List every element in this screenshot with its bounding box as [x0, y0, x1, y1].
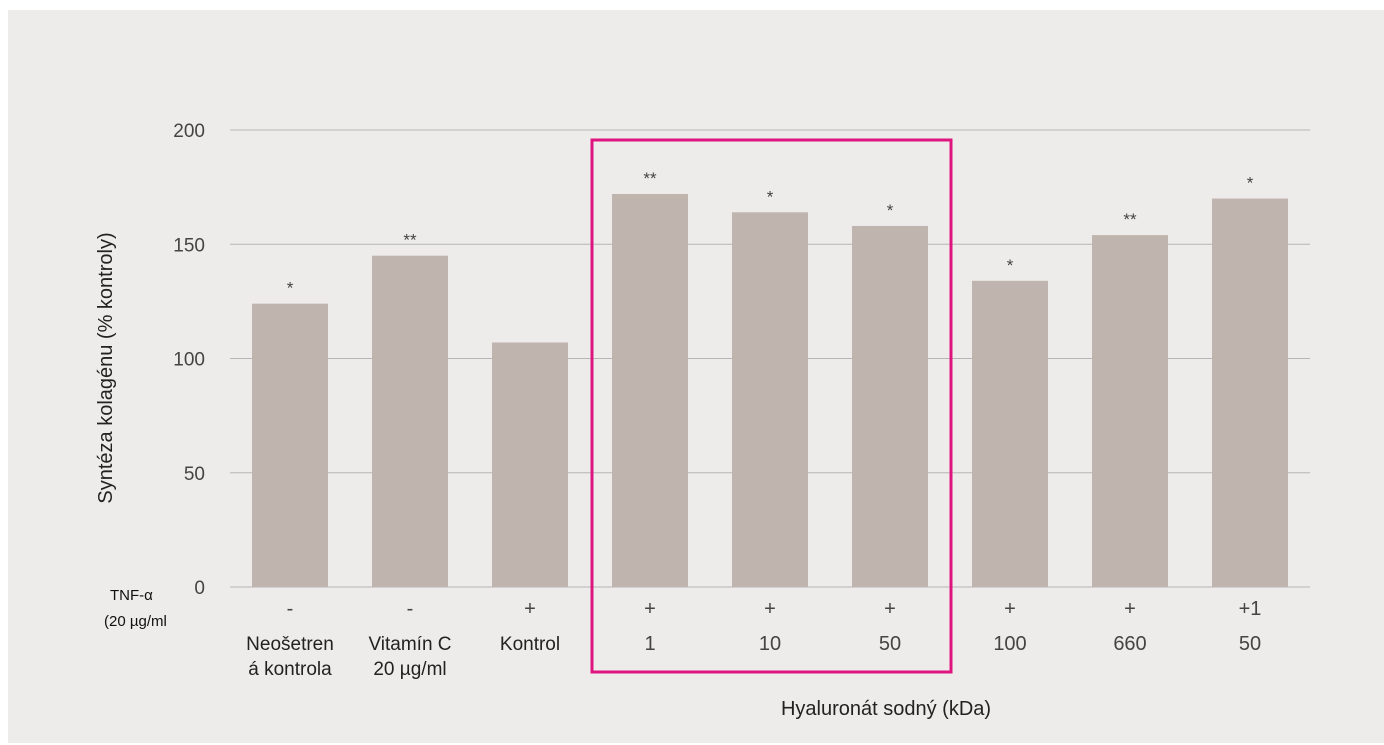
tnf-value: +1 [1239, 598, 1262, 620]
bar [252, 303, 328, 587]
bar [612, 193, 688, 588]
x-tick-label: Kontrol [500, 634, 560, 655]
x-axis-title: Hyaluronát sodný (kDa) [781, 698, 991, 720]
bar-layer [252, 193, 1288, 588]
tnf-value: + [644, 598, 656, 620]
x-tick-label: Neošetren [246, 634, 334, 655]
x-tick-label: 50 [1239, 633, 1261, 655]
tnf-value: + [884, 598, 896, 620]
x-tick-label: 100 [993, 633, 1026, 655]
x-tick-label: 20 µg/ml [373, 659, 446, 680]
significance-label: * [287, 279, 294, 298]
highlight-box [590, 138, 953, 674]
x-tick-label: 50 [879, 633, 901, 655]
bar [1092, 235, 1168, 588]
y-tick-label: 150 [173, 235, 205, 256]
y-tick-label: 50 [184, 464, 205, 485]
x-tick-label: 660 [1113, 633, 1146, 655]
significance-label: * [1007, 256, 1014, 275]
significance-label: * [887, 201, 894, 220]
tnf-value: - [287, 598, 294, 620]
tnf-row-concentration: (20 µg/ml [104, 613, 167, 630]
bar [492, 342, 568, 587]
x-tick-label: 10 [759, 633, 781, 655]
x-tick-label: Vitamín C [368, 634, 451, 655]
x-tick-label: 1 [644, 633, 655, 655]
bar [852, 225, 928, 587]
significance-label: * [1247, 174, 1254, 193]
bar [972, 280, 1048, 587]
tnf-value: + [524, 598, 536, 620]
significance-label: ** [643, 169, 657, 188]
bar [1212, 198, 1288, 588]
tnf-value: - [407, 598, 414, 620]
x-tick-label: á kontrola [248, 659, 332, 680]
significance-label: ** [1123, 210, 1137, 229]
chart-panel: 0 50 100 150 200 * - Neošetren á kontrola ** - Vita… [8, 10, 1384, 743]
tnf-value: + [1004, 598, 1016, 620]
tnf-value: + [1124, 598, 1136, 620]
significance-label: ** [403, 231, 417, 250]
y-tick-label: 100 [173, 350, 205, 371]
tnf-value: + [764, 598, 776, 620]
bar [372, 255, 448, 588]
y-tick-label: 200 [173, 121, 205, 142]
y-tick-label: 0 [194, 578, 205, 599]
significance-label: * [767, 187, 774, 206]
tnf-row-label: TNF-α [110, 587, 153, 604]
bar [732, 212, 808, 587]
y-axis-title: Syntéza kolagénu (% kontroly) [95, 232, 117, 503]
